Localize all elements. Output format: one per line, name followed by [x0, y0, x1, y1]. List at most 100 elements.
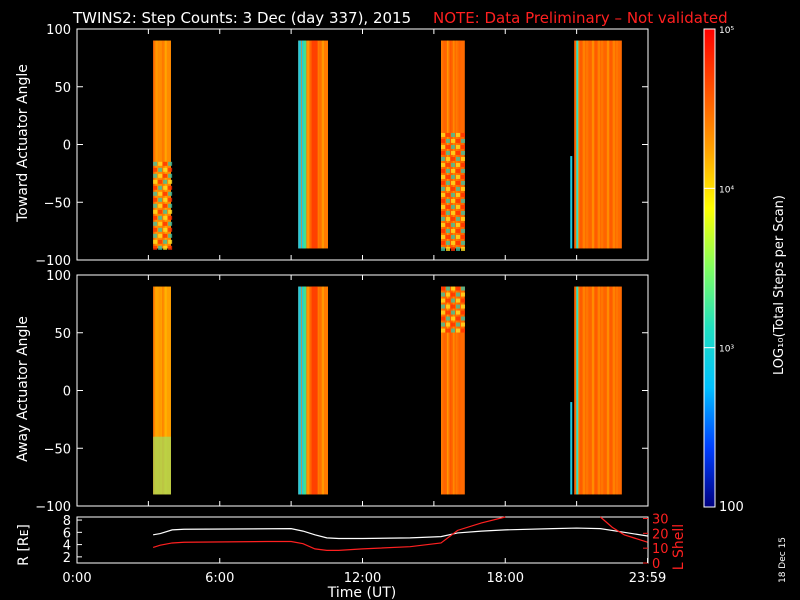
- scan-stripe: [580, 40, 582, 249]
- leading-stripe: [576, 40, 579, 249]
- checker-cell: [441, 204, 446, 209]
- scan-stripe: [310, 40, 312, 249]
- high-count-stripe: [311, 40, 318, 249]
- checker-cell: [441, 162, 446, 167]
- series-line: [153, 527, 648, 540]
- checker-cell: [451, 316, 456, 321]
- left-tick-label: 2: [63, 551, 71, 566]
- lshell-y-axis-label: L Shell: [671, 524, 687, 570]
- checker-cell: [163, 227, 168, 232]
- checker-cell: [158, 173, 163, 178]
- checker-cell: [441, 216, 446, 221]
- scan-stripe: [307, 286, 309, 495]
- scan-stripe: [447, 40, 449, 249]
- checker-cell: [158, 161, 163, 166]
- plot-frame: [76, 274, 649, 507]
- scan-stripe: [601, 286, 603, 495]
- scan-stripe: [307, 40, 309, 249]
- checker-cell: [451, 210, 456, 215]
- checker-cell: [446, 186, 451, 191]
- checker-cell: [441, 174, 446, 179]
- checker-cell: [168, 191, 173, 196]
- radius-y-axis-label: R [Rᴇ]: [16, 524, 32, 566]
- checker-cell: [163, 203, 168, 208]
- right-tick-label: 30: [652, 512, 669, 527]
- scan-stripe: [453, 40, 455, 249]
- checker-cell: [461, 186, 466, 191]
- checker-cell: [158, 197, 163, 202]
- scan-stripe: [156, 40, 158, 249]
- checker-cell: [456, 240, 461, 245]
- checker-cell: [158, 245, 163, 250]
- checker-cell: [441, 144, 446, 149]
- scan-stripe: [592, 40, 594, 249]
- checker-cell: [456, 210, 461, 215]
- checker-cell: [446, 240, 451, 245]
- checker-cell: [441, 132, 446, 137]
- checker-cell: [441, 234, 446, 239]
- checker-cell: [451, 222, 456, 227]
- checker-cell: [441, 138, 446, 143]
- checker-cell: [461, 162, 466, 167]
- checker-cell: [456, 304, 461, 309]
- checker-cell: [456, 228, 461, 233]
- low-angle-region: [153, 436, 171, 495]
- checker-cell: [456, 292, 461, 297]
- left-tick-label: 6: [63, 526, 71, 541]
- y-tick-label: −50: [44, 442, 71, 457]
- checker-cell: [456, 286, 461, 291]
- preliminary-note: NOTE: Data Preliminary – Not validated: [433, 9, 728, 27]
- checker-cell: [461, 240, 466, 245]
- colorbar-tick-label: 10³: [719, 345, 734, 355]
- checker-cell: [461, 316, 466, 321]
- checker-cell: [163, 215, 168, 220]
- checker-cell: [446, 304, 451, 309]
- checker-cell: [168, 185, 173, 190]
- checker-cell: [451, 138, 456, 143]
- checker-cell: [461, 304, 466, 309]
- scan-stripe: [592, 286, 594, 495]
- y-tick-label: 50: [54, 327, 71, 342]
- scan-stripe: [459, 40, 461, 249]
- series-line: [152, 516, 506, 551]
- scan-stripe: [459, 286, 461, 495]
- scan-block: [441, 286, 465, 495]
- checker-cell: [153, 233, 158, 238]
- toward-actuator-panel: 100 50 0 −50 −100: [35, 23, 649, 269]
- checker-cell: [441, 192, 446, 197]
- checker-cell: [446, 316, 451, 321]
- away-y-axis-label: Away Actuator Angle: [15, 316, 31, 462]
- scan-stripe: [574, 286, 576, 495]
- checker-cell: [451, 286, 456, 291]
- checker-cell: [153, 227, 158, 232]
- checker-cell: [446, 162, 451, 167]
- checker-cell: [158, 239, 163, 244]
- time-axis-label: Time (UT): [327, 585, 396, 600]
- checker-cell: [451, 246, 456, 251]
- checker-cell: [153, 215, 158, 220]
- scan-stripe: [583, 40, 585, 249]
- checker-cell: [446, 138, 451, 143]
- checker-cell: [451, 144, 456, 149]
- checker-cell: [168, 239, 173, 244]
- checker-cell: [446, 298, 451, 303]
- low-count-stripe: [298, 40, 302, 249]
- mid-count-stripe: [303, 286, 307, 495]
- scan-block: [574, 40, 622, 249]
- checker-cell: [153, 245, 158, 250]
- plot-frame: [76, 28, 649, 261]
- checker-cell: [153, 161, 158, 166]
- checker-cell: [451, 186, 456, 191]
- toward-y-axis-label: Toward Actuator Angle: [15, 64, 31, 223]
- checker-cell: [461, 246, 466, 251]
- checker-cell: [153, 191, 158, 196]
- y-tick-label: 50: [54, 81, 71, 96]
- scan-stripe: [580, 286, 582, 495]
- checker-cell: [456, 198, 461, 203]
- checker-cell: [451, 228, 456, 233]
- checker-cell: [446, 310, 451, 315]
- scan-stripe: [604, 40, 606, 249]
- scan-stripe: [319, 40, 321, 249]
- x-tick-label: 18:00: [487, 571, 524, 586]
- checker-cell: [456, 316, 461, 321]
